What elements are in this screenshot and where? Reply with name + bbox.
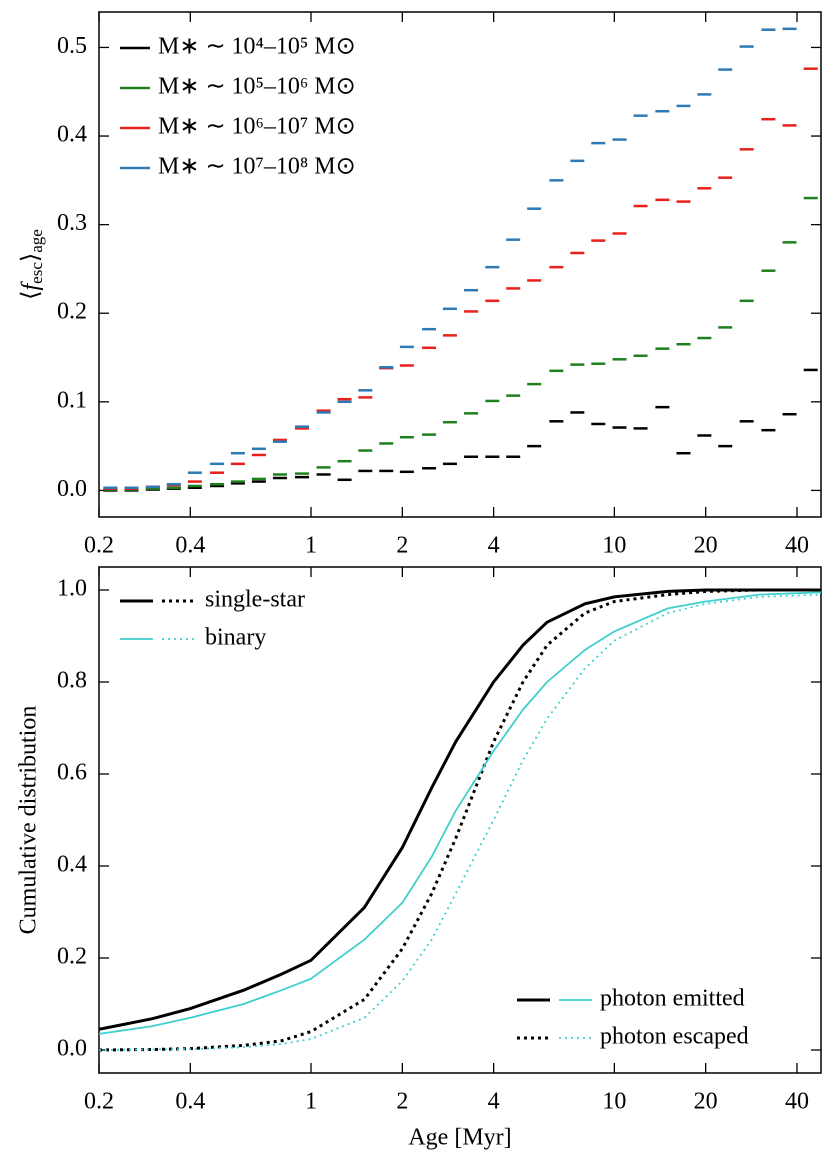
y-tick-label: 0.0: [57, 476, 87, 502]
lines: [99, 588, 821, 1052]
cdf-line: [99, 588, 821, 1052]
legend-label: M∗ ∼ 10⁵–10⁶ M⊙: [158, 74, 356, 100]
y-tick-label: 0.2: [57, 944, 87, 970]
plot-frame: [98, 11, 822, 518]
y-tick-label: 1.0: [57, 576, 87, 602]
y-tick-label: 0.8: [57, 668, 87, 694]
y-tick-label: 0.4: [57, 122, 87, 148]
y-tick-label: 0.5: [57, 33, 87, 59]
y-axis-label-part: ⟨: [18, 290, 44, 299]
x-tick-label: 4: [488, 533, 500, 559]
plot-frame: [98, 566, 822, 1074]
x-axis-label: Age [Myr]: [408, 1125, 511, 1151]
legend-label: single-star: [205, 587, 305, 613]
y-tick-label: 0.4: [57, 852, 87, 878]
cdf-line: [99, 593, 821, 1051]
x-tick-label: 40: [785, 1089, 809, 1115]
x-tick-label: 10: [602, 533, 626, 559]
y-tick-label: 0.3: [57, 210, 87, 236]
legend-label: M∗ ∼ 10⁴–10⁵ M⊙: [158, 34, 356, 60]
y-axis-label: Cumulative distribution: [16, 706, 42, 935]
y-axis-label-part: age: [27, 229, 46, 253]
y-axis-label-part: ⟩: [18, 253, 44, 262]
x-tick-label: 2: [396, 1089, 408, 1115]
x-tick-label: 10: [602, 1089, 626, 1115]
x-tick-label: 4: [488, 1089, 500, 1115]
x-tick-label: 0.4: [175, 1089, 205, 1115]
x-tick-label: 1: [305, 1089, 317, 1115]
x-tick-label: 1: [305, 533, 317, 559]
cdf-line: [99, 591, 821, 1035]
y-tick-label: 0.2: [57, 299, 87, 325]
legend-label: M∗ ∼ 10⁷–10⁸ M⊙: [158, 154, 356, 180]
y-tick-label: 0.1: [57, 387, 87, 413]
y-tick-label: 0.6: [57, 760, 87, 786]
y-tick-label: 0.0: [57, 1036, 87, 1062]
y-axis-label-part: f: [18, 280, 44, 290]
legend-label: M∗ ∼ 10⁶–10⁷ M⊙: [158, 114, 356, 140]
x-tick-label: 0.2: [84, 533, 114, 559]
x-tick-label: 20: [694, 533, 718, 559]
y-axis-label: ⟨fesc⟩age: [18, 229, 46, 300]
x-tick-label: 40: [785, 533, 809, 559]
x-tick-label: 2: [396, 533, 408, 559]
legend-label: photon escaped: [600, 1024, 749, 1050]
legend-label: photon emitted: [600, 986, 745, 1012]
x-tick-label: 0.4: [175, 533, 205, 559]
legend-label: binary: [205, 625, 266, 651]
y-axis-label-part: esc: [27, 262, 46, 284]
cdf-line: [99, 588, 821, 1031]
x-tick-label: 0.2: [84, 1089, 114, 1115]
x-tick-label: 20: [694, 1089, 718, 1115]
